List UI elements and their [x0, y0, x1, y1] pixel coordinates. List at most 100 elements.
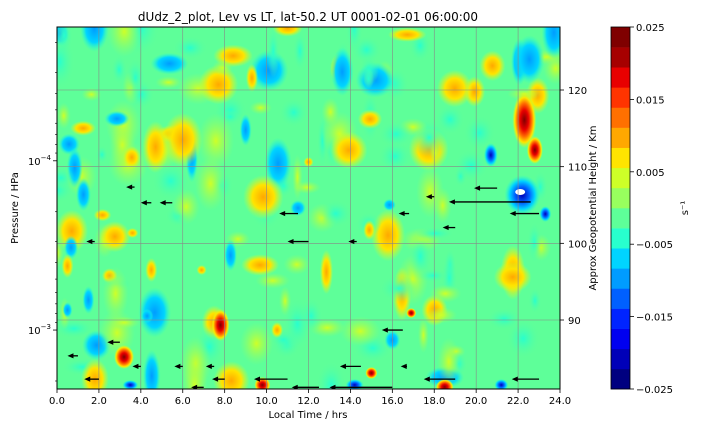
field-patch — [437, 337, 461, 386]
colorbar-segment — [611, 187, 630, 209]
wind-arrow — [254, 376, 288, 382]
field-feature — [504, 175, 541, 215]
field-patch — [429, 141, 441, 165]
x-axis: 0.0 2.0 4.0 6.0 8.0 10.0 12.0 14.0 16.0 18.0 20.0 2… — [49, 389, 571, 407]
field-feature — [114, 345, 135, 369]
field-patch — [316, 361, 347, 389]
chart-title: dUdz_2_plot, Lev vs LT, lat-50.2 UT 0001… — [138, 10, 478, 24]
field-patch — [541, 27, 560, 60]
field-patch — [293, 181, 321, 194]
field-patch — [329, 131, 368, 169]
heatmap-field — [57, 27, 560, 389]
colorbar-segment — [611, 127, 630, 148]
field-feature — [122, 380, 139, 389]
x-tick-label: 8.0 — [217, 396, 233, 407]
field-patch — [409, 231, 432, 281]
field-patch — [506, 318, 541, 359]
field-patch — [122, 146, 141, 169]
field-patch — [357, 109, 383, 129]
field-feature — [365, 367, 378, 379]
wind-arrow — [425, 194, 435, 200]
wind-arrow — [509, 210, 540, 217]
field-patch — [243, 174, 284, 220]
wind-arrow — [400, 363, 408, 370]
field-patch — [264, 137, 292, 190]
wind-arrow — [448, 199, 531, 205]
field-patch — [212, 59, 233, 77]
y2-tick-label: 90 — [568, 316, 581, 327]
field-feature — [271, 322, 284, 338]
field-patch — [142, 349, 161, 389]
field-patch — [224, 239, 238, 272]
field-patch — [57, 166, 75, 190]
wind-arrow — [442, 224, 456, 231]
field-patch — [99, 221, 131, 253]
field-patch — [57, 34, 75, 90]
colorbar-segment — [611, 348, 630, 370]
wind-arrow — [107, 339, 120, 345]
field-patch — [249, 101, 272, 115]
colorbar-tick-label: 0.025 — [636, 23, 665, 34]
x-tick-label: 20.0 — [465, 396, 487, 407]
field-patch — [319, 249, 333, 295]
field-feature — [239, 114, 252, 146]
field-patch — [331, 47, 354, 97]
field-patch — [70, 120, 96, 136]
field-patch — [107, 27, 142, 57]
wind-arrow — [398, 210, 410, 217]
field-feature — [145, 258, 158, 282]
colorbar-segment — [611, 67, 630, 88]
field-feature — [141, 309, 154, 323]
field-feature — [126, 228, 139, 238]
field-patch — [95, 145, 109, 164]
wind-arrow — [329, 384, 393, 389]
field-patch — [514, 35, 545, 84]
wind-arrow — [174, 363, 183, 370]
field-patch — [172, 35, 208, 61]
field-feature — [211, 309, 230, 341]
x-tick-label: 6.0 — [175, 396, 191, 407]
field-patch — [340, 316, 381, 347]
colorbar-segment — [611, 208, 630, 229]
field-patch — [526, 221, 542, 264]
x-tick-label: 0.0 — [49, 396, 65, 407]
field-patch — [429, 284, 462, 303]
x-tick-label: 4.0 — [133, 396, 149, 407]
field-feature — [245, 64, 258, 92]
field-feature — [290, 200, 307, 216]
field-patch — [181, 357, 208, 389]
x-tick-label: 24.0 — [549, 396, 571, 407]
field-out-of-range — [515, 189, 526, 195]
field-patch — [241, 254, 280, 276]
colorbar-tick-label: −0.015 — [636, 313, 673, 324]
field-patch — [138, 287, 172, 338]
colorbar-segment — [611, 47, 630, 68]
wind-arrow — [339, 363, 361, 370]
field-patch — [80, 27, 109, 52]
y2-tick-label: 110 — [568, 163, 587, 174]
field-feature — [196, 265, 207, 275]
field-patch — [363, 67, 375, 90]
wind-arrow — [67, 353, 78, 359]
colorbar-tick-label: −0.025 — [636, 385, 673, 396]
wind-arrow — [423, 376, 456, 382]
field-patch — [283, 254, 311, 275]
field-feature — [62, 302, 73, 318]
wind-arrow — [191, 384, 204, 389]
colorbar-tick-label: −0.005 — [636, 240, 673, 251]
field-patch — [318, 199, 353, 228]
field-feature — [435, 379, 454, 389]
field-patch — [486, 307, 522, 331]
field-patch — [435, 103, 465, 135]
colorbar-segment — [611, 228, 630, 249]
field-patch — [292, 31, 307, 72]
colorbar-segment — [611, 288, 630, 309]
field-patch — [150, 52, 189, 75]
wind-arrow — [132, 363, 141, 370]
field-patch — [57, 102, 71, 129]
wind-arrow — [279, 210, 299, 217]
colorbar-segment — [611, 107, 630, 128]
field-patch — [142, 121, 169, 173]
colorbar-segment — [611, 147, 630, 169]
